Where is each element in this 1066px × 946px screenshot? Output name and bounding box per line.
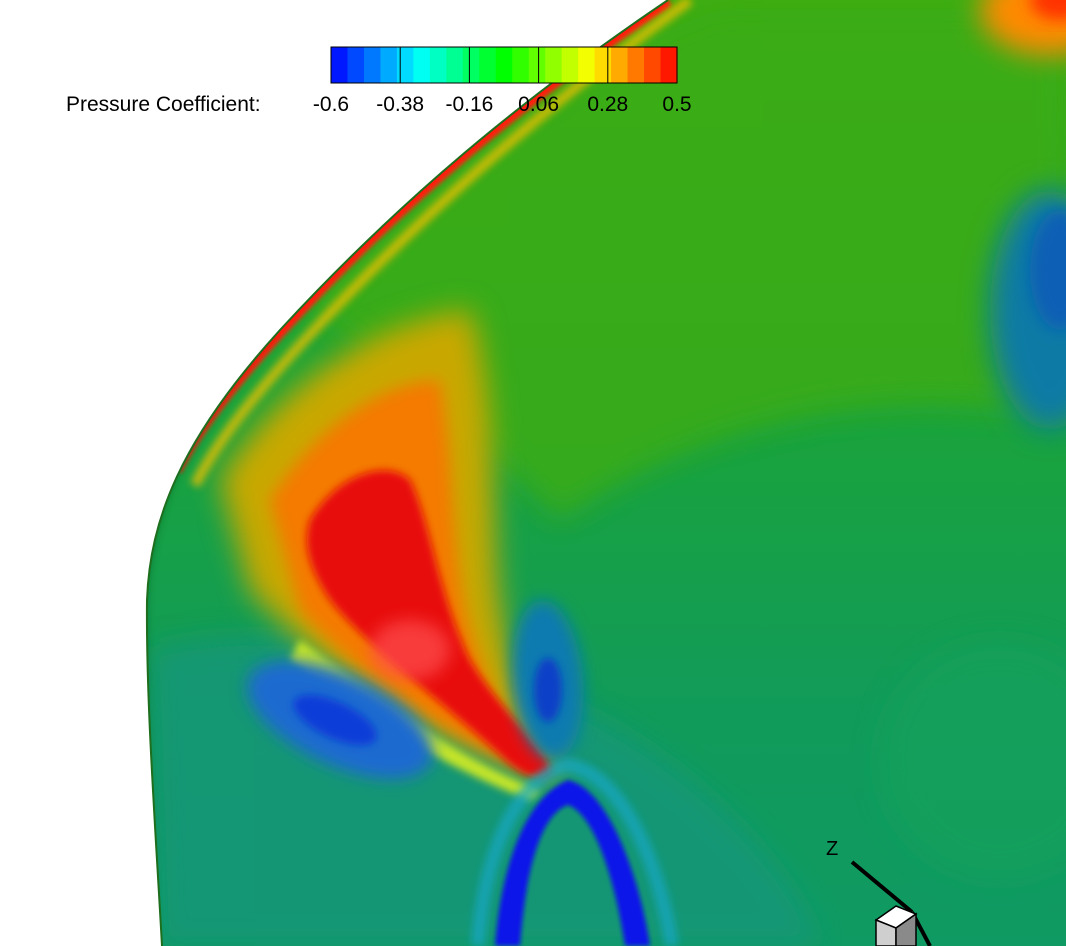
colorbar-band	[644, 47, 662, 83]
colorbar-band	[561, 47, 579, 83]
colorbar-band	[380, 47, 398, 83]
colorbar-tick-label: -0.16	[445, 93, 494, 116]
colorbar-band	[495, 47, 513, 83]
colorbar-band	[660, 47, 678, 83]
colorbar	[330, 46, 678, 84]
colorbar-band	[578, 47, 596, 83]
colorbar-tick-label: -0.38	[376, 93, 425, 116]
colorbar-band	[413, 47, 431, 83]
colorbar-band	[396, 47, 414, 83]
junction-suction	[495, 780, 650, 946]
colorbar-bands	[331, 47, 678, 83]
colorbar-tick-label: -0.6	[312, 93, 350, 116]
axis-triad	[850, 860, 932, 946]
colorbar-band	[331, 47, 349, 83]
colorbar-title: Pressure Coefficient:	[66, 93, 261, 116]
z-axis-line	[850, 860, 914, 914]
colorbar-band	[627, 47, 645, 83]
colorbar-ticks	[330, 47, 678, 83]
colorbar-tick-label: 0.5	[662, 93, 692, 116]
colorbar-band	[528, 47, 546, 83]
colorbar-band	[512, 47, 530, 83]
colorbar-tick-label: 0.06	[518, 93, 560, 116]
upper-surface-region	[300, 0, 1066, 520]
z-axis-label: Z	[826, 838, 839, 860]
surface-outline	[145, 0, 669, 946]
colorbar-band	[545, 47, 563, 83]
colorbar-tick-label: 0.28	[587, 93, 629, 116]
colorbar-band	[446, 47, 464, 83]
triad-cube-right	[895, 912, 917, 946]
colorbar-band	[429, 47, 447, 83]
junction-high-pressure	[306, 470, 552, 778]
colorbar-band	[611, 47, 629, 83]
colorbar-band	[462, 47, 480, 83]
colorbar-band	[347, 47, 365, 83]
colorbar-band	[479, 47, 497, 83]
colorbar-band	[363, 47, 382, 83]
triad-cube-left	[875, 918, 897, 946]
colorbar-band	[594, 47, 612, 83]
